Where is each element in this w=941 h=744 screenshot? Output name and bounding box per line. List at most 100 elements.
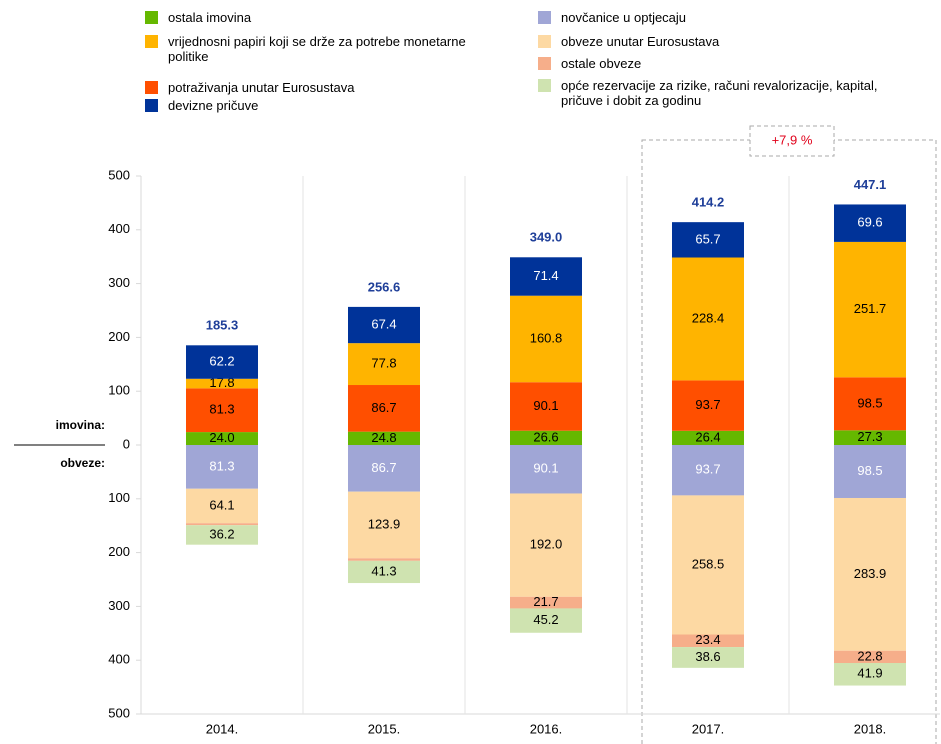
data-label: 86.7 xyxy=(371,400,396,415)
bar-segment xyxy=(186,388,258,433)
annotation-box xyxy=(749,125,835,157)
bar-segment xyxy=(510,257,582,296)
y-tick-label: 400 xyxy=(108,652,130,667)
bar-segment xyxy=(672,634,744,648)
bar-segment xyxy=(348,343,420,386)
bar-segment xyxy=(186,445,258,489)
data-label: 41.3 xyxy=(371,563,396,578)
data-label: 86.7 xyxy=(371,460,396,475)
bar-segment xyxy=(348,385,420,432)
data-label: 192.0 xyxy=(530,537,563,552)
data-label: 123.9 xyxy=(368,516,401,531)
legend-label: novčanice u optjecaju xyxy=(561,10,687,25)
legend-label: potraživanja unutar Eurosustava xyxy=(168,80,355,95)
x-tick-label: 2015. xyxy=(368,721,401,736)
bar-segment xyxy=(186,523,258,526)
bar-segment xyxy=(672,495,744,635)
data-label: 45.2 xyxy=(533,612,558,627)
data-label: 228.4 xyxy=(692,310,725,325)
data-label: 64.1 xyxy=(209,497,234,512)
legend-swatch xyxy=(145,99,158,112)
legend-label: ostala imovina xyxy=(168,10,252,25)
annotation: +7,9 % xyxy=(772,132,813,147)
bar-segment xyxy=(186,525,258,545)
legend-label: obveze unutar Eurosustava xyxy=(561,34,720,49)
bar-segment xyxy=(186,345,258,379)
y-tick-label: 300 xyxy=(108,598,130,613)
data-label: 67.4 xyxy=(371,316,396,331)
x-tick-label: 2016. xyxy=(530,721,563,736)
data-label: 26.4 xyxy=(695,429,720,444)
bar-segment xyxy=(672,445,744,496)
legend-swatch xyxy=(145,35,158,48)
x-tick-label: 2014. xyxy=(206,721,239,736)
bar-segment xyxy=(834,204,906,242)
data-label: 69.6 xyxy=(857,215,882,230)
data-label: 36.2 xyxy=(209,526,234,541)
data-label: 21.7 xyxy=(533,594,558,609)
data-label: 98.5 xyxy=(857,395,882,410)
bar-segment xyxy=(672,222,744,258)
data-label: 24.0 xyxy=(209,430,234,445)
data-label: 90.1 xyxy=(533,461,558,476)
x-tick-label: 2017. xyxy=(692,721,725,736)
data-label: 283.9 xyxy=(854,566,887,581)
bar-segment xyxy=(186,378,258,389)
data-label: 38.6 xyxy=(695,649,720,664)
data-label: 251.7 xyxy=(854,301,887,316)
bar-segment xyxy=(834,662,906,686)
bar-segment xyxy=(834,377,906,431)
bar-segment xyxy=(510,445,582,494)
y-tick-label: 400 xyxy=(108,221,130,236)
y-tick-label: 100 xyxy=(108,490,130,505)
bar-segment xyxy=(510,295,582,383)
data-label: 22.8 xyxy=(857,648,882,663)
legend-swatch xyxy=(538,35,551,48)
bar-segment xyxy=(834,650,906,663)
legend-label: ostale obveze xyxy=(561,56,642,71)
bar-segment xyxy=(510,382,582,431)
data-label: 81.3 xyxy=(209,402,234,417)
bar-segment xyxy=(510,430,582,445)
data-label: 81.3 xyxy=(209,458,234,473)
data-label: 77.8 xyxy=(371,356,396,371)
bar-segment xyxy=(510,608,582,633)
bar-segment xyxy=(510,596,582,609)
bar-segment xyxy=(672,647,744,668)
total-label: 414.2 xyxy=(692,195,725,210)
data-label: 258.5 xyxy=(692,556,725,571)
data-label: 62.2 xyxy=(209,353,234,368)
data-label: 24.8 xyxy=(371,430,396,445)
total-label: 349.0 xyxy=(530,230,563,245)
y-label-bottom: obveze: xyxy=(60,456,105,470)
bar-segment xyxy=(672,257,744,381)
bar-segment xyxy=(672,380,744,431)
data-label: 23.4 xyxy=(695,632,720,647)
bar-segment xyxy=(348,558,420,561)
bar-segment xyxy=(348,445,420,492)
bar-segment xyxy=(348,306,420,344)
data-label: 93.7 xyxy=(695,462,720,477)
y-tick-label: 200 xyxy=(108,329,130,344)
bar-segment xyxy=(348,431,420,445)
y-tick-label: 500 xyxy=(108,705,130,720)
x-tick-label: 2018. xyxy=(854,721,887,736)
data-label: 98.5 xyxy=(857,463,882,478)
y-label-top: imovina: xyxy=(56,418,105,432)
data-label: 90.1 xyxy=(533,398,558,413)
y-tick-label: 0 xyxy=(123,436,130,451)
bar-segment xyxy=(834,430,906,445)
bar-segment xyxy=(834,445,906,498)
legend-swatch xyxy=(538,57,551,70)
legend-swatch xyxy=(145,81,158,94)
bar-segment xyxy=(834,497,906,651)
total-label: 447.1 xyxy=(854,177,887,192)
data-label: 27.3 xyxy=(857,429,882,444)
data-label: 160.8 xyxy=(530,330,563,345)
legend-swatch xyxy=(538,11,551,24)
bar-segment xyxy=(186,432,258,445)
legend-swatch xyxy=(538,79,551,92)
data-label: 41.9 xyxy=(857,666,882,681)
